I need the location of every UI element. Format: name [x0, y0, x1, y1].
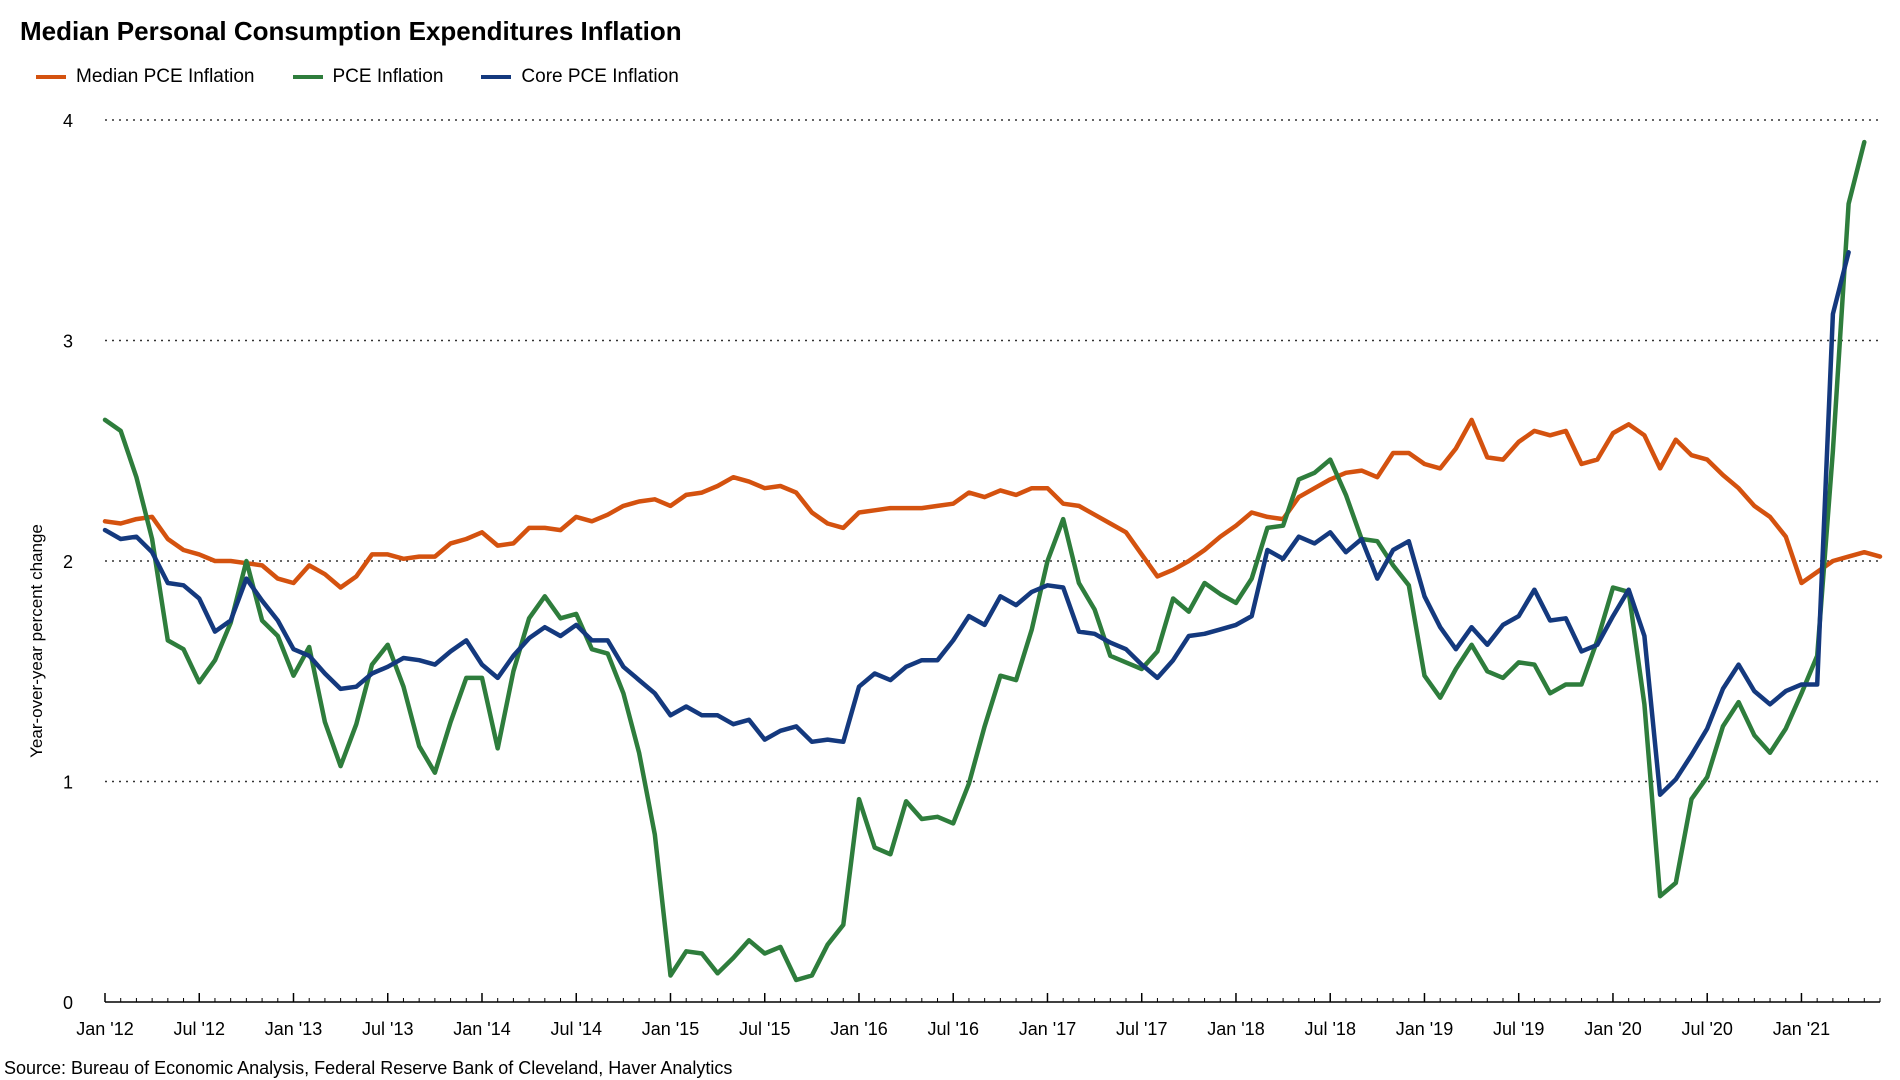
- y-axis-label: Year-over-year percent change: [27, 524, 46, 758]
- x-tick-label: Jul '18: [1304, 1019, 1355, 1039]
- axis-labels: 0 1 2 3 4 Jan '12 Jul '12 Jan '13 Jul '13 Jan '14…: [27, 111, 1830, 1039]
- x-tick-label: Jan '19: [1396, 1019, 1453, 1039]
- x-tick-label: Jan '16: [830, 1019, 887, 1039]
- axes: [104, 993, 1881, 1003]
- series-line-core-pce-inflation: [102, 250, 1851, 797]
- x-tick-label: Jan '14: [453, 1019, 510, 1039]
- chart-legend: Median PCE Inflation PCE Inflation Core …: [36, 66, 679, 88]
- chart-title: Median Personal Consumption Expenditures…: [20, 16, 682, 46]
- x-tick-label: Jul '15: [739, 1019, 790, 1039]
- x-tick-label: Jul '16: [927, 1019, 978, 1039]
- legend-swatch-pce: [292, 75, 323, 79]
- x-tick-label: Jul '13: [362, 1019, 413, 1039]
- y-tick-label-3: 3: [63, 332, 73, 352]
- legend-swatch-core-pce: [481, 75, 512, 79]
- legend-label-core-pce: Core PCE Inflation: [521, 66, 679, 87]
- x-tick-label: Jul '14: [551, 1019, 602, 1039]
- x-tick-label: Jan '13: [265, 1019, 322, 1039]
- y-tick-label-4: 4: [63, 111, 73, 131]
- x-tick-label: Jan '20: [1584, 1019, 1641, 1039]
- source-note: Source: Bureau of Economic Analysis, Fed…: [4, 1058, 733, 1078]
- legend-item-median-pce: Median PCE Inflation: [36, 66, 255, 88]
- x-tick-label: Jan '21: [1773, 1019, 1830, 1039]
- x-tick-label: Jul '19: [1493, 1019, 1544, 1039]
- x-tick-label: Jul '12: [174, 1019, 225, 1039]
- series-lines: [102, 139, 1883, 983]
- x-tick-label: Jan '18: [1207, 1019, 1264, 1039]
- series-line-median-pce-inflation: [102, 417, 1883, 590]
- legend-item-core-pce: Core PCE Inflation: [481, 66, 679, 88]
- x-tick-label: Jul '17: [1116, 1019, 1167, 1039]
- gridlines: [105, 119, 1880, 783]
- line-chart: 0 1 2 3 4 Jan '12 Jul '12 Jan '13 Jul '13 Jan '14…: [27, 111, 1883, 1039]
- legend-swatch-median-pce: [36, 75, 66, 79]
- legend-item-pce: PCE Inflation: [292, 66, 444, 88]
- y-tick-label-1: 1: [63, 773, 73, 793]
- y-tick-label-0: 0: [63, 993, 73, 1013]
- y-tick-label-2: 2: [63, 552, 73, 572]
- x-tick-label: Jan '15: [642, 1019, 699, 1039]
- x-tick-label: Jan '12: [76, 1019, 133, 1039]
- legend-label-pce: PCE Inflation: [332, 66, 444, 87]
- x-tick-label: Jan '17: [1019, 1019, 1076, 1039]
- x-tick-label: Jul '20: [1681, 1019, 1732, 1039]
- legend-label-median-pce: Median PCE Inflation: [76, 66, 255, 87]
- series-line-pce-inflation: [102, 139, 1867, 983]
